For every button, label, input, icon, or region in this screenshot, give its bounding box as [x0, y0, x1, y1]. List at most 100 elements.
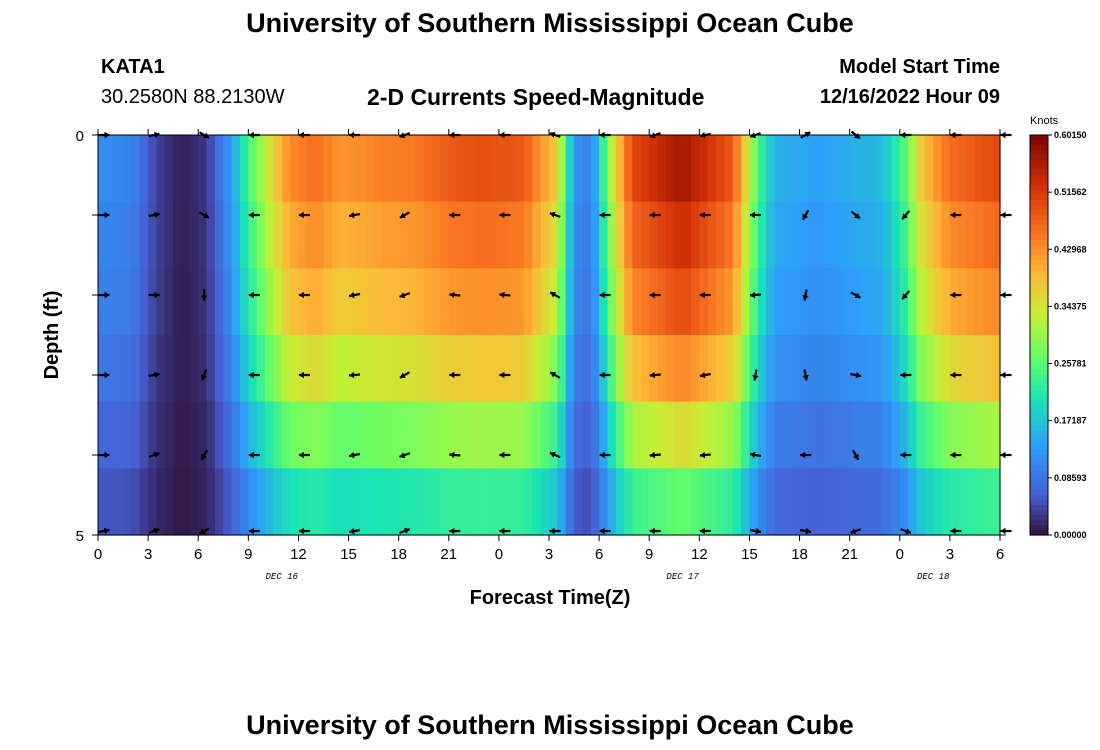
heatmap-cell [164, 201, 174, 269]
heatmap-cell [632, 335, 642, 403]
heatmap-cell [373, 268, 383, 336]
heatmap-cell [348, 201, 358, 269]
heatmap-cell [958, 335, 968, 403]
heatmap-cell [139, 401, 149, 469]
y-tick-label: 5 [76, 528, 84, 545]
heatmap-cell [849, 335, 859, 403]
heatmap-cell [281, 201, 291, 269]
colorbar-segment [1030, 400, 1048, 406]
heatmap-cell [858, 335, 867, 403]
current-vector [850, 210, 861, 220]
date-label: DEC 16 [266, 572, 299, 582]
heatmap-cell [615, 201, 625, 269]
heatmap-cell [774, 401, 784, 469]
heatmap-cell [590, 268, 600, 336]
current-vector [950, 371, 962, 379]
heatmap-cell [899, 201, 909, 269]
heatmap-cell [223, 201, 233, 269]
colorbar-segment [1030, 320, 1048, 326]
heatmap-cell [933, 135, 943, 203]
heatmap-cell [883, 468, 893, 536]
heatmap-cell [974, 335, 984, 403]
heatmap-cell [958, 201, 968, 269]
heatmap-cell [590, 401, 600, 469]
heatmap-cell [515, 401, 525, 469]
heatmap-cell [265, 268, 274, 336]
heatmap-cell [198, 268, 208, 336]
colorbar-segment [1030, 520, 1048, 526]
heatmap-cell [214, 468, 224, 536]
heatmap-cell [131, 401, 141, 469]
heatmap-cell [807, 268, 817, 336]
heatmap-cell [849, 468, 859, 536]
heatmap-cell [106, 468, 116, 536]
heatmap-cell [331, 468, 341, 536]
heatmap-cell [707, 468, 717, 536]
heatmap-cell [440, 268, 450, 336]
heatmap-cell [899, 468, 909, 536]
heatmap-cell [423, 201, 433, 269]
current-vector [649, 371, 661, 379]
heatmap-cell [139, 135, 149, 203]
heatmap-cell [891, 135, 901, 203]
heatmap-cell [256, 335, 266, 403]
current-vector [449, 371, 461, 379]
heatmap-cell [356, 268, 366, 336]
heatmap-cell [749, 468, 759, 536]
heatmap-cell [365, 401, 375, 469]
heatmap-cell [933, 468, 943, 536]
heatmap-cell [315, 135, 325, 203]
current-vector [549, 451, 561, 459]
current-vector [198, 131, 210, 139]
heatmap-cell [565, 135, 575, 203]
heatmap-cell [106, 335, 116, 403]
heatmap-cell [540, 135, 550, 203]
current-vector [900, 371, 912, 379]
heatmap-cell [949, 135, 959, 203]
heatmap-cell [791, 268, 801, 336]
heatmap-cell [665, 335, 675, 403]
heatmap-cell [423, 268, 433, 336]
heatmap-cell [315, 335, 325, 403]
x-tick-label: 9 [244, 546, 252, 563]
heatmap-cell [206, 401, 216, 469]
heatmap-cell [649, 201, 659, 269]
heatmap-cell [239, 468, 249, 536]
current-vector [499, 291, 511, 299]
heatmap-cell [874, 401, 884, 469]
heatmap-cell [682, 268, 692, 336]
heatmap-cell [198, 135, 208, 203]
heatmap-cell [114, 335, 124, 403]
heatmap-cell [231, 268, 241, 336]
current-vector [148, 291, 160, 299]
heatmap-cell [799, 468, 809, 536]
y-tick-label: 0 [76, 128, 84, 145]
heatmap-cell [966, 468, 976, 536]
heatmap-cell [148, 468, 158, 536]
heatmap-cell [883, 135, 893, 203]
colorbar-segment [1030, 210, 1048, 216]
heatmap-cell [674, 268, 684, 336]
colorbar-segment [1030, 340, 1048, 346]
current-vector [801, 209, 810, 221]
heatmap-cell [682, 335, 692, 403]
colorbar-segment [1030, 445, 1048, 451]
heatmap-cell [523, 135, 533, 203]
x-tick-label: 0 [94, 546, 102, 563]
current-vector [850, 528, 862, 535]
current-vector [148, 527, 160, 534]
colorbar-segment [1030, 510, 1048, 516]
colorbar-segment [1030, 410, 1048, 416]
heatmap-cell [774, 135, 784, 203]
current-vector [549, 291, 561, 299]
heatmap-cell [974, 201, 984, 269]
heatmap-cell [607, 468, 617, 536]
heatmap-cell [816, 335, 826, 403]
colorbar-segment [1030, 440, 1048, 446]
heatmap-cell [415, 201, 425, 269]
heatmap-cell [582, 401, 592, 469]
heatmap-cell [373, 335, 383, 403]
heatmap-cell [674, 468, 684, 536]
current-vector [98, 211, 110, 219]
current-vector [348, 527, 361, 535]
